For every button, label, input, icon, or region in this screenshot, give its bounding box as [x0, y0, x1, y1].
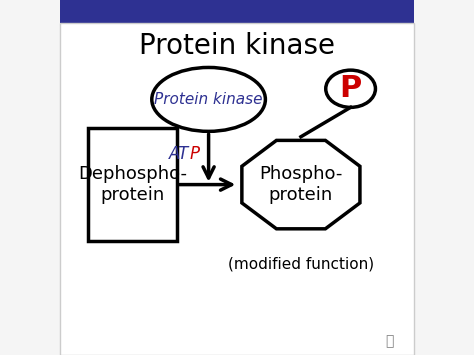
Text: AT: AT — [169, 146, 189, 163]
Text: Phospho-
protein: Phospho- protein — [259, 165, 343, 204]
Text: P: P — [189, 146, 199, 163]
FancyBboxPatch shape — [60, 0, 414, 23]
FancyBboxPatch shape — [60, 23, 414, 355]
Ellipse shape — [326, 70, 375, 107]
Ellipse shape — [152, 67, 265, 131]
Text: Protein kinase: Protein kinase — [139, 32, 335, 60]
Text: (modified function): (modified function) — [228, 257, 374, 272]
Text: P: P — [339, 74, 362, 103]
Text: Protein kinase: Protein kinase — [155, 92, 263, 107]
Polygon shape — [242, 140, 360, 229]
Text: 🔊: 🔊 — [385, 334, 394, 348]
FancyBboxPatch shape — [88, 128, 177, 241]
Text: Dephospho-
protein: Dephospho- protein — [78, 165, 187, 204]
